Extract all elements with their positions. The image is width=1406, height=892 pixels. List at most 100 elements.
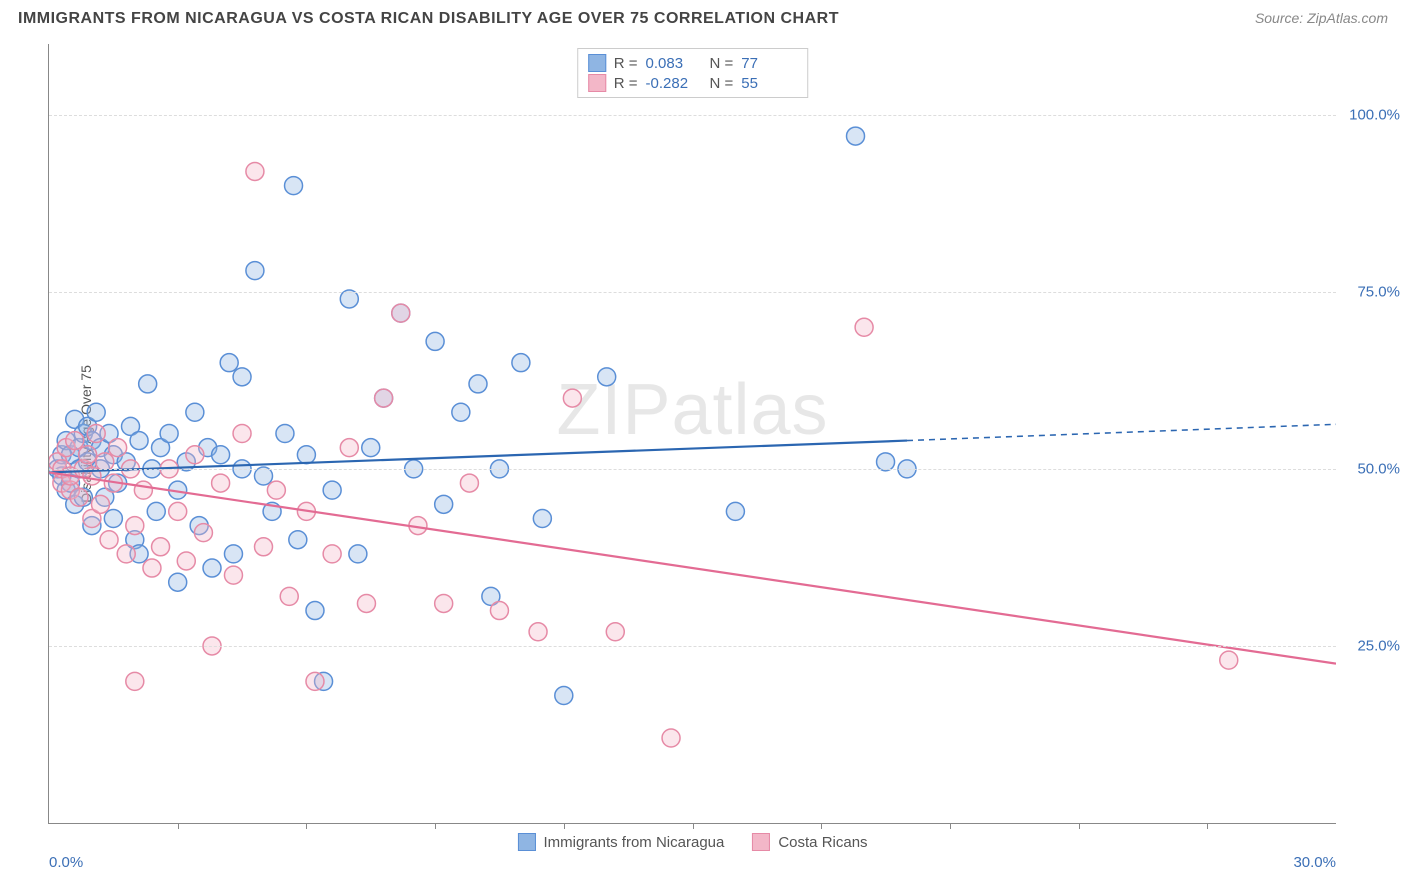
- chart-area: Disability Age Over 75 ZIPatlas R =0.083…: [48, 44, 1336, 824]
- legend-label: Immigrants from Nicaragua: [543, 834, 724, 851]
- source: Source: ZipAtlas.com: [1255, 10, 1388, 28]
- data-point: [280, 587, 298, 605]
- data-point: [375, 389, 393, 407]
- grid-line: [49, 115, 1336, 116]
- data-point: [529, 623, 547, 641]
- data-point: [1220, 651, 1238, 669]
- stats-legend: R =0.083N =77R =-0.282N =55: [577, 48, 809, 98]
- data-point: [212, 474, 230, 492]
- data-point: [104, 509, 122, 527]
- chart-title: IMMIGRANTS FROM NICARAGUA VS COSTA RICAN…: [18, 10, 839, 28]
- legend-swatch: [588, 74, 606, 92]
- stat-n-label: N =: [710, 75, 734, 92]
- data-point: [460, 474, 478, 492]
- stat-n-value: 77: [741, 55, 797, 72]
- legend-swatch: [517, 833, 535, 851]
- data-point: [100, 531, 118, 549]
- x-tick: [564, 823, 565, 829]
- data-point: [220, 354, 238, 372]
- data-point: [109, 439, 127, 457]
- data-point: [117, 545, 135, 563]
- data-point: [212, 446, 230, 464]
- data-point: [160, 425, 178, 443]
- data-point: [297, 446, 315, 464]
- stat-n-label: N =: [710, 55, 734, 72]
- stats-row: R = -0.282 N = 55: [588, 73, 798, 93]
- data-point: [87, 403, 105, 421]
- x-tick: [1079, 823, 1080, 829]
- x-tick: [950, 823, 951, 829]
- y-tick-label: 100.0%: [1349, 106, 1400, 123]
- stat-r-label: R =: [614, 55, 638, 72]
- y-tick-label: 50.0%: [1357, 460, 1400, 477]
- data-point: [87, 425, 105, 443]
- data-point: [130, 432, 148, 450]
- source-label: Source:: [1255, 10, 1307, 26]
- data-point: [435, 495, 453, 513]
- stat-n-value: 55: [741, 75, 797, 92]
- legend-swatch: [752, 833, 770, 851]
- legend-item: Immigrants from Nicaragua: [517, 833, 724, 851]
- trend-line: [49, 441, 907, 473]
- data-point: [726, 502, 744, 520]
- data-point: [246, 262, 264, 280]
- data-point: [606, 623, 624, 641]
- data-point: [126, 517, 144, 535]
- data-point: [598, 368, 616, 386]
- data-point: [357, 594, 375, 612]
- data-point: [233, 425, 251, 443]
- stat-r-label: R =: [614, 75, 638, 92]
- data-point: [147, 502, 165, 520]
- data-point: [662, 729, 680, 747]
- data-point: [306, 602, 324, 620]
- data-point: [194, 524, 212, 542]
- scatter-plot: [49, 44, 1336, 823]
- x-tick: [1207, 823, 1208, 829]
- data-point: [435, 594, 453, 612]
- data-point: [79, 446, 97, 464]
- data-point: [203, 559, 221, 577]
- data-point: [285, 177, 303, 195]
- source-name: ZipAtlas.com: [1307, 10, 1388, 26]
- data-point: [152, 538, 170, 556]
- data-point: [177, 552, 195, 570]
- data-point: [469, 375, 487, 393]
- x-tick-label: 30.0%: [1293, 854, 1336, 871]
- x-tick: [693, 823, 694, 829]
- y-tick-label: 25.0%: [1357, 637, 1400, 654]
- grid-line: [49, 646, 1336, 647]
- data-point: [426, 332, 444, 350]
- data-point: [563, 389, 581, 407]
- data-point: [555, 687, 573, 705]
- stat-r-value: -0.282: [646, 75, 702, 92]
- data-point: [233, 368, 251, 386]
- data-point: [70, 488, 88, 506]
- data-point: [323, 545, 341, 563]
- data-point: [246, 162, 264, 180]
- data-point: [143, 559, 161, 577]
- data-point: [66, 432, 84, 450]
- data-point: [512, 354, 530, 372]
- stats-row: R =0.083N =77: [588, 53, 798, 73]
- data-point: [392, 304, 410, 322]
- data-point: [452, 403, 470, 421]
- data-point: [186, 446, 204, 464]
- data-point: [134, 481, 152, 499]
- data-point: [224, 545, 242, 563]
- data-point: [362, 439, 380, 457]
- data-point: [126, 672, 144, 690]
- data-point: [139, 375, 157, 393]
- data-point: [349, 545, 367, 563]
- legend-item: Costa Ricans: [752, 833, 867, 851]
- data-point: [186, 403, 204, 421]
- data-point: [276, 425, 294, 443]
- data-point: [224, 566, 242, 584]
- x-tick: [821, 823, 822, 829]
- data-point: [847, 127, 865, 145]
- trend-line: [49, 472, 1336, 663]
- trend-line-extension: [907, 424, 1336, 440]
- legend-swatch: [588, 54, 606, 72]
- data-point: [855, 318, 873, 336]
- x-tick: [306, 823, 307, 829]
- y-tick-label: 75.0%: [1357, 283, 1400, 300]
